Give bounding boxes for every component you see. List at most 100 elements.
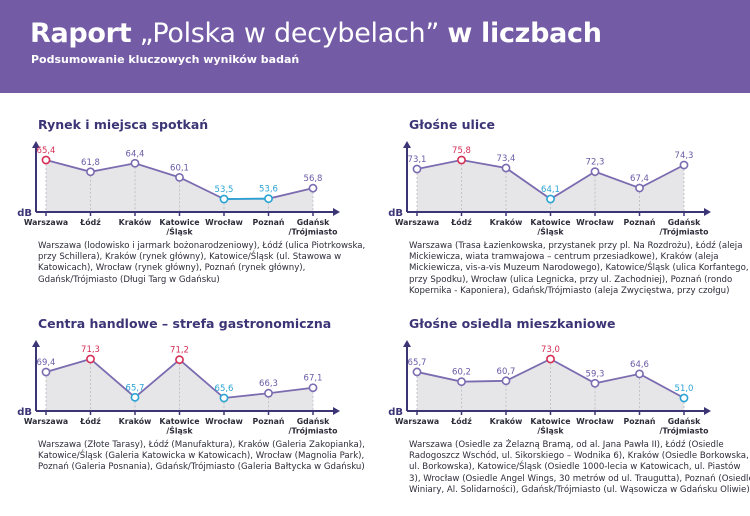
- data-label: 59,3: [586, 369, 605, 379]
- data-label: 60,2: [452, 368, 471, 378]
- data-label: 74,3: [675, 151, 694, 161]
- data-point: [265, 195, 272, 202]
- data-label: 53,6: [259, 185, 278, 195]
- category-label: Katowice/Śląsk: [159, 417, 199, 436]
- category-label: Warszawa: [395, 417, 439, 426]
- data-label: 73,0: [541, 345, 560, 355]
- category-label: Poznań: [624, 417, 656, 426]
- category-label: Katowice/Śląsk: [530, 218, 570, 237]
- data-point: [547, 195, 554, 202]
- chart-panel-malls: Centra handlowe – strefa gastronomiczna …: [38, 316, 378, 516]
- category-label: Poznań: [253, 218, 285, 227]
- category-label: Wrocław: [205, 417, 243, 426]
- data-label: 65,7: [126, 383, 145, 393]
- data-label: 65,7: [408, 358, 427, 368]
- data-label: 64,1: [541, 185, 560, 195]
- category-label: Warszawa: [24, 218, 68, 227]
- data-label: 65,4: [37, 146, 56, 156]
- category-label: Poznań: [624, 218, 656, 227]
- data-point: [413, 165, 420, 172]
- category-label: Warszawa: [24, 417, 68, 426]
- x-axis-arrow: [333, 407, 340, 415]
- category-label: Łódź: [79, 218, 101, 227]
- title-part-numbers: w liczbach: [447, 18, 601, 49]
- data-label: 75,8: [452, 146, 471, 156]
- chart-title: Centra handlowe – strefa gastronomiczna: [38, 316, 331, 331]
- report-title: Raport „Polska w decybelach” w liczbach: [30, 18, 602, 49]
- x-axis-arrow: [704, 208, 711, 216]
- report-header: Raport „Polska w decybelach” w liczbach …: [0, 0, 750, 93]
- category-label: Katowice/Śląsk: [159, 218, 199, 237]
- chart-description: Warszawa (Osiedle za Żelazną Bramą, od a…: [409, 440, 750, 496]
- data-point: [680, 394, 687, 401]
- chart-title: Rynek i miejsca spotkań: [38, 117, 208, 132]
- data-label: 71,2: [170, 346, 189, 356]
- data-point: [458, 156, 465, 163]
- category-label: Gdańsk/Trójmiasto: [660, 218, 710, 237]
- chart-title: Głośne osiedla mieszkaniowe: [409, 316, 616, 331]
- data-point: [636, 370, 643, 377]
- data-label: 60,7: [497, 367, 516, 377]
- data-point: [591, 380, 598, 387]
- category-label: Łódź: [79, 417, 101, 426]
- data-label: 64,4: [126, 149, 145, 159]
- x-axis-arrow: [704, 407, 711, 415]
- data-point: [42, 368, 49, 375]
- data-label: 60,1: [170, 163, 189, 173]
- data-label: 65,6: [215, 384, 234, 394]
- category-label: Łódź: [450, 218, 472, 227]
- data-point: [87, 355, 94, 362]
- data-label: 67,1: [304, 374, 323, 384]
- data-point: [176, 174, 183, 181]
- category-label: Kraków: [490, 218, 523, 227]
- data-label: 73,4: [497, 154, 516, 164]
- data-point: [502, 164, 509, 171]
- category-label: Gdańsk/Trójmiasto: [289, 218, 339, 237]
- data-point: [87, 168, 94, 175]
- category-label: Wrocław: [576, 218, 614, 227]
- data-point: [636, 184, 643, 191]
- data-point: [458, 378, 465, 385]
- category-label: Katowice/Śląsk: [530, 417, 570, 436]
- category-label: Kraków: [490, 417, 523, 426]
- chart-description: Warszawa (Złote Tarasy), Łódź (Manufaktu…: [38, 440, 383, 474]
- data-point: [265, 390, 272, 397]
- category-label: Wrocław: [576, 417, 614, 426]
- data-label: 51,0: [675, 384, 694, 394]
- data-point: [591, 168, 598, 175]
- data-point: [547, 355, 554, 362]
- y-axis-arrow: [403, 141, 411, 148]
- data-point: [131, 394, 138, 401]
- category-label: Gdańsk/Trójmiasto: [660, 417, 710, 436]
- data-label: 71,3: [81, 345, 100, 355]
- data-point: [680, 161, 687, 168]
- data-point: [502, 377, 509, 384]
- category-label: Kraków: [119, 417, 152, 426]
- chart-description: Warszawa (lodowisko i jarmark bożonarodz…: [38, 241, 383, 286]
- category-label: Wrocław: [205, 218, 243, 227]
- data-point: [309, 185, 316, 192]
- data-point: [220, 195, 227, 202]
- y-axis-arrow: [32, 340, 40, 347]
- data-label: 53,5: [215, 185, 234, 195]
- chart-description: Warszawa (Trasa Łazienkowska, przystanek…: [409, 241, 750, 297]
- report-subtitle: Podsumowanie kluczowych wyników badań: [31, 53, 299, 66]
- data-label: 56,8: [304, 174, 323, 184]
- category-label: Kraków: [119, 218, 152, 227]
- data-label: 64,6: [630, 360, 649, 370]
- data-point: [413, 368, 420, 375]
- category-label: Warszawa: [395, 218, 439, 227]
- chart-title: Głośne ulice: [409, 117, 495, 132]
- data-point: [42, 156, 49, 163]
- title-part-raport: Raport: [30, 18, 131, 49]
- data-label: 61,8: [81, 158, 100, 168]
- x-axis-arrow: [333, 208, 340, 216]
- y-axis-arrow: [403, 340, 411, 347]
- data-point: [309, 384, 316, 391]
- category-label: Łódź: [450, 417, 472, 426]
